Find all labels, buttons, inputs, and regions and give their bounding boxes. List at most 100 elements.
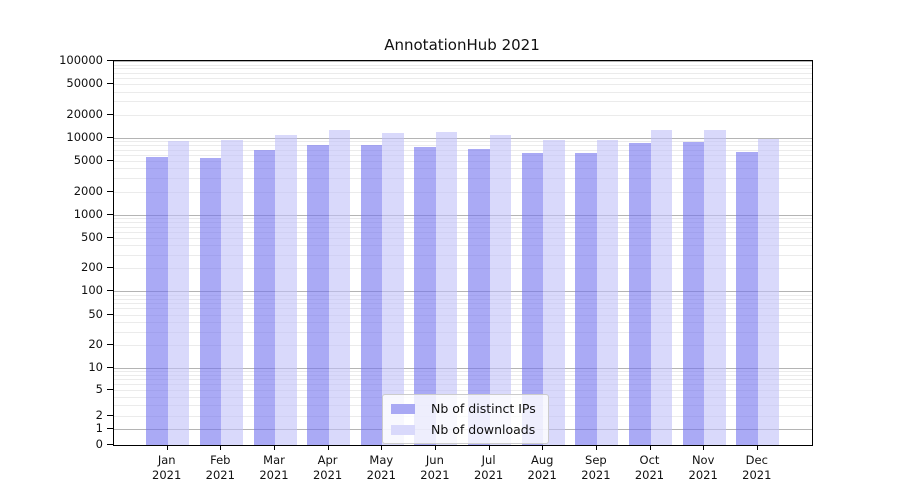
gridline-minor xyxy=(114,84,812,86)
y-tick-mark xyxy=(107,159,113,161)
x-tick-mark xyxy=(274,445,275,450)
x-tick-label: Jun 2021 xyxy=(420,453,450,482)
y-tick-label: 20000 xyxy=(66,106,103,121)
x-tick-label: Jan 2021 xyxy=(152,453,182,482)
x-tick-label: May 2021 xyxy=(366,453,396,482)
bar-downloads-mar xyxy=(275,135,297,445)
x-tick-mark xyxy=(166,445,168,450)
x-tick-mark xyxy=(703,445,705,450)
gridline-minor xyxy=(114,226,812,228)
bar-downloads-nov xyxy=(704,129,726,445)
y-tick-mark xyxy=(107,60,113,61)
legend-item-distinct-ips: Nb of distinct IPs xyxy=(391,401,536,416)
y-tick-label: 50000 xyxy=(66,76,103,91)
y-tick-label: 10 xyxy=(88,359,103,374)
bar-distinct-ips-aug xyxy=(521,153,544,445)
y-tick-mark xyxy=(107,444,113,445)
legend-swatch-downloads xyxy=(391,424,415,435)
x-tick-mark xyxy=(542,445,544,450)
gridline-minor xyxy=(114,160,812,162)
x-tick-label: Nov 2021 xyxy=(688,453,718,482)
gridline-minor xyxy=(114,371,812,373)
legend-swatch-distinct-ips xyxy=(391,403,415,414)
bar-downloads-aug xyxy=(543,140,565,445)
y-tick-label: 0 xyxy=(95,437,103,451)
x-tick-mark xyxy=(220,445,222,450)
gridline-minor xyxy=(114,303,812,305)
bar-downloads-sep xyxy=(596,139,619,445)
y-tick-mark xyxy=(107,414,113,416)
x-tick-mark xyxy=(488,445,490,450)
bar-downloads-oct xyxy=(650,130,672,445)
gridline-minor xyxy=(114,168,812,170)
gridline-minor xyxy=(114,298,812,300)
gridline-minor xyxy=(114,91,812,93)
x-tick-label: Apr 2021 xyxy=(312,453,343,482)
gridline-major xyxy=(114,291,812,293)
x-tick-label: Jul 2021 xyxy=(473,453,504,482)
y-tick-label: 2000 xyxy=(73,183,103,198)
y-tick-mark xyxy=(107,236,113,238)
gridline-minor xyxy=(114,345,812,346)
gridline-major xyxy=(114,367,812,369)
gridline-minor xyxy=(114,178,812,179)
x-tick-label: Feb 2021 xyxy=(205,453,235,482)
bar-distinct-ips-jan xyxy=(146,157,168,445)
bar-distinct-ips-apr xyxy=(307,145,329,445)
bar-downloads-jul xyxy=(489,135,512,445)
gridline-minor xyxy=(114,379,812,381)
gridline-minor xyxy=(114,222,812,223)
x-tick-label: Dec 2021 xyxy=(742,453,772,482)
y-tick-mark xyxy=(107,427,113,429)
y-tick-label: 5000 xyxy=(73,152,103,167)
y-tick-label: 20 xyxy=(88,337,103,351)
y-tick-mark xyxy=(107,389,113,391)
legend: Nb of distinct IPs Nb of downloads xyxy=(382,394,549,444)
y-tick-mark xyxy=(107,290,113,292)
x-tick-mark xyxy=(381,445,383,450)
bar-distinct-ips-dec xyxy=(736,151,758,445)
gridline-minor xyxy=(114,294,812,296)
bar-downloads-apr xyxy=(328,129,351,445)
y-tick-mark xyxy=(107,366,113,368)
y-tick-label: 1 xyxy=(95,420,103,435)
gridline-minor xyxy=(114,231,812,233)
y-tick-label: 50 xyxy=(88,306,103,321)
gridline-minor xyxy=(114,237,812,239)
bar-distinct-ips-nov xyxy=(682,142,705,445)
gridline-minor xyxy=(114,314,812,316)
bar-downloads-feb xyxy=(221,139,243,445)
gridline-minor xyxy=(114,78,812,79)
gridline-minor xyxy=(114,68,812,70)
gridline-minor xyxy=(114,218,812,220)
y-tick-mark xyxy=(107,83,113,85)
gridline-minor xyxy=(114,191,812,193)
gridline-minor xyxy=(114,268,812,270)
gridline-minor xyxy=(114,145,812,147)
gridline-major xyxy=(114,61,812,62)
y-tick-mark xyxy=(107,344,113,345)
bar-downloads-dec xyxy=(757,138,780,445)
gridline-minor xyxy=(114,245,812,247)
legend-item-downloads: Nb of downloads xyxy=(391,422,536,437)
y-tick-label: 500 xyxy=(81,229,103,244)
bar-distinct-ips-sep xyxy=(575,153,597,445)
bar-downloads-jan xyxy=(167,141,190,445)
y-tick-label: 2 xyxy=(95,407,103,422)
y-tick-label: 10000 xyxy=(66,129,103,144)
bar-distinct-ips-may xyxy=(360,144,383,445)
y-tick-label: 5 xyxy=(95,382,103,397)
y-tick-label: 100000 xyxy=(59,53,103,67)
x-tick-label: Mar 2021 xyxy=(259,453,289,482)
bar-distinct-ips-oct xyxy=(629,143,651,445)
gridline-major xyxy=(114,137,812,139)
y-tick-mark xyxy=(107,190,113,192)
x-tick-mark xyxy=(327,445,329,450)
x-tick-mark xyxy=(434,445,436,450)
legend-label-distinct-ips: Nb of distinct IPs xyxy=(431,401,536,416)
x-tick-label: Sep 2021 xyxy=(581,453,611,482)
x-tick-mark xyxy=(649,445,651,450)
legend-label-downloads: Nb of downloads xyxy=(431,422,536,437)
y-tick-label: 100 xyxy=(81,283,103,298)
